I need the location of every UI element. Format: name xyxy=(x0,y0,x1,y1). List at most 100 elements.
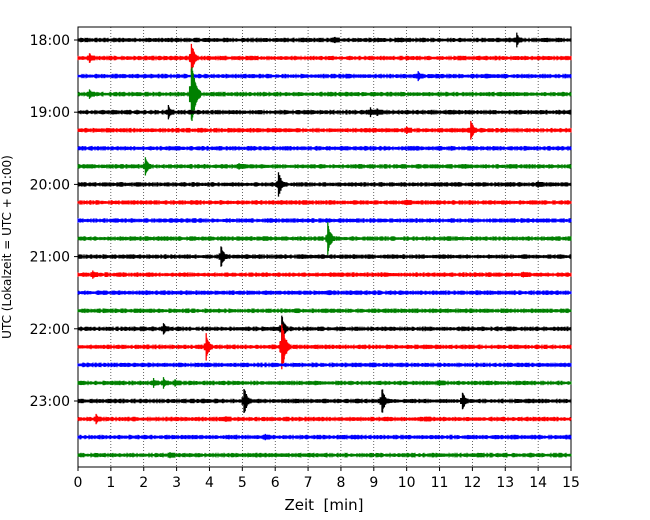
trace-event xyxy=(236,163,245,170)
x-tick-label: 0 xyxy=(74,475,83,491)
trace-2345 xyxy=(77,452,572,459)
trace-1930 xyxy=(77,145,572,151)
y-tick-label: 20:00 xyxy=(30,177,70,193)
y-axis: 18:00 19:00 20:00 21:00 22:00 23:00 xyxy=(30,33,78,410)
x-tick-label: 10 xyxy=(398,475,416,491)
trace-1830 xyxy=(77,71,572,82)
trace-event xyxy=(203,333,213,361)
trace-2330 xyxy=(77,433,572,441)
trace-2215 xyxy=(77,324,572,370)
trace-event xyxy=(460,392,469,410)
trace-2315 xyxy=(77,413,572,425)
trace-2145 xyxy=(77,308,572,314)
y-tick-label: 22:00 xyxy=(30,322,70,338)
trace-event xyxy=(142,157,152,176)
trace-1945 xyxy=(77,157,572,176)
x-tick-label: 13 xyxy=(496,475,514,491)
trace-2045 xyxy=(77,222,572,255)
trace-2030 xyxy=(77,218,572,223)
trace-event xyxy=(520,271,529,278)
x-tick-label: 5 xyxy=(238,475,247,491)
x-tick-label: 12 xyxy=(463,475,481,491)
trace-event xyxy=(279,324,291,370)
plot-frame xyxy=(77,26,572,468)
trace-event xyxy=(331,36,340,44)
trace-event xyxy=(161,323,169,335)
trace-event xyxy=(188,43,199,73)
trace-2130 xyxy=(77,290,572,296)
trace-1845 xyxy=(77,67,572,121)
trace-event xyxy=(151,378,160,388)
trace-event xyxy=(241,389,252,413)
trace-noise xyxy=(77,290,572,296)
trace-noise xyxy=(77,91,572,97)
trace-event xyxy=(423,416,432,422)
trace-1915 xyxy=(77,120,572,140)
y-tick-label: 19:00 xyxy=(30,105,70,121)
trace-noise xyxy=(77,145,572,151)
x-tick-label: 9 xyxy=(369,475,378,491)
trace-noise xyxy=(77,380,572,386)
trace-noise xyxy=(77,326,572,332)
trace-noise xyxy=(77,362,572,368)
trace-event xyxy=(468,120,477,140)
trace-event xyxy=(535,181,543,188)
x-tick-label: 7 xyxy=(304,475,313,491)
y-axis-label: UTC (Lokalzeit = UTC + 01:00) xyxy=(0,155,14,339)
trace-1815 xyxy=(77,43,572,73)
trace-2015 xyxy=(77,199,572,206)
x-tick-label: 4 xyxy=(205,475,214,491)
trace-event xyxy=(262,433,271,441)
trace-noise xyxy=(77,218,572,223)
trace-event xyxy=(93,413,102,425)
trace-noise xyxy=(77,127,572,133)
x-tick-label: 15 xyxy=(562,475,580,491)
y-tick-label: 18:00 xyxy=(30,33,70,49)
trace-event xyxy=(404,199,412,206)
trace-2115 xyxy=(77,270,572,279)
trace-event xyxy=(165,105,175,120)
trace-event xyxy=(325,222,336,255)
trace-noise xyxy=(77,344,572,350)
trace-event xyxy=(218,246,228,267)
trace-event xyxy=(161,377,169,389)
trace-noise xyxy=(77,55,572,61)
trace-event xyxy=(379,389,389,413)
trace-noise xyxy=(77,416,572,422)
x-tick-label: 14 xyxy=(529,475,547,491)
x-tick-label: 6 xyxy=(271,475,280,491)
trace-event xyxy=(90,270,99,279)
trace-event xyxy=(223,416,231,422)
x-tick-label: 1 xyxy=(106,475,115,491)
trace-noise xyxy=(77,236,572,241)
trace-noise xyxy=(77,308,572,314)
x-axis: 0 1 2 3 4 5 6 7 8 9 10 11 12 13 14 15 xyxy=(74,467,580,491)
trace-event xyxy=(437,379,445,386)
trace-event xyxy=(374,108,383,116)
trace-group xyxy=(77,32,572,459)
trace-noise xyxy=(77,272,572,277)
trace-event xyxy=(514,32,523,48)
trace-noise xyxy=(77,452,572,458)
y-tick-label: 21:00 xyxy=(30,250,70,266)
trace-event xyxy=(87,53,95,63)
x-axis-label: Zeit [min] xyxy=(284,496,363,514)
trace-2245 xyxy=(77,377,572,389)
trace-event xyxy=(167,452,176,459)
trace-event xyxy=(87,89,95,99)
x-tick-label: 11 xyxy=(431,475,449,491)
trace-event xyxy=(276,172,286,197)
trace-event xyxy=(415,71,424,82)
trace-2230 xyxy=(77,362,572,368)
y-tick-label: 23:00 xyxy=(30,394,70,410)
trace-event xyxy=(188,67,202,121)
x-tick-label: 8 xyxy=(336,475,345,491)
trace-noise xyxy=(77,434,572,440)
trace-noise xyxy=(77,73,572,79)
x-tick-label: 2 xyxy=(139,475,148,491)
x-grid xyxy=(110,27,539,467)
trace-event xyxy=(404,126,413,134)
x-tick-label: 3 xyxy=(172,475,181,491)
trace-event xyxy=(172,379,181,387)
